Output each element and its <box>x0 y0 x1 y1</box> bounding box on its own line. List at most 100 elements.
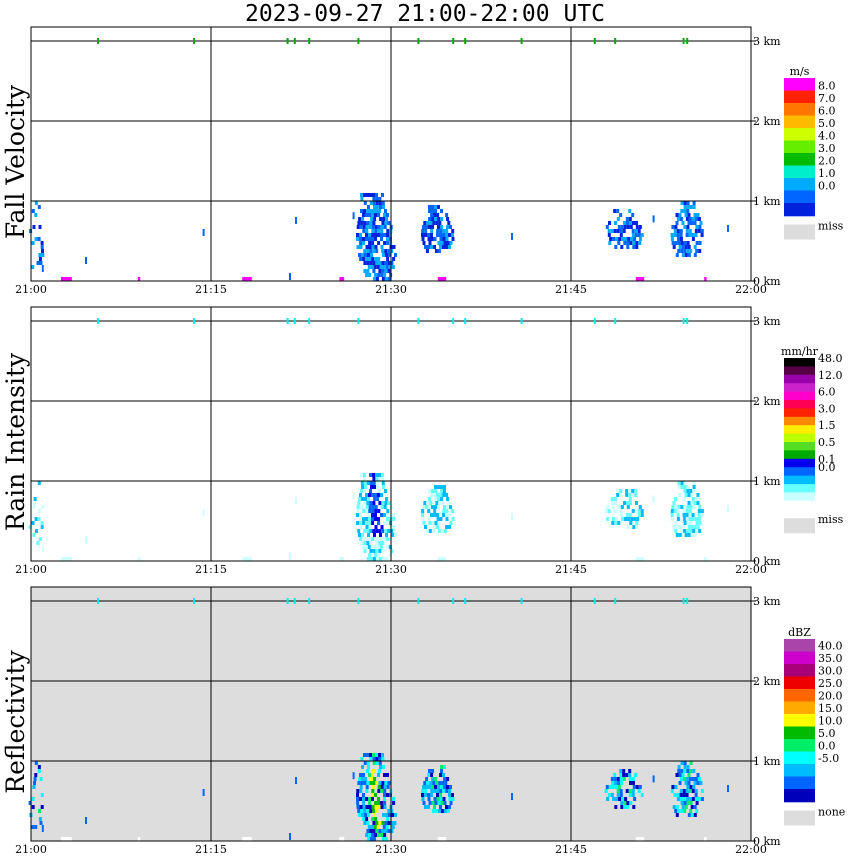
echo-pixel <box>379 545 383 549</box>
echo-pixel <box>622 777 626 781</box>
echo-pixel <box>385 497 389 501</box>
echo-pixel <box>431 809 435 813</box>
echo-pixel <box>688 509 692 513</box>
echo-pixel <box>377 229 381 233</box>
legend-swatch <box>784 751 815 765</box>
echo-pixel <box>686 489 690 493</box>
echo-pixel <box>683 249 687 253</box>
echo-pixel <box>359 517 362 521</box>
echo-pixel <box>674 505 678 509</box>
echo-pixel <box>388 265 392 269</box>
cloud-top-marker <box>97 38 99 44</box>
echo-pixel <box>365 213 368 217</box>
echo-pixel <box>698 249 702 253</box>
echo-pixel <box>677 765 681 769</box>
echo-pixel <box>392 517 395 521</box>
echo-pixel <box>670 789 674 793</box>
echo-pixel <box>445 525 448 529</box>
echo-pixel <box>635 241 639 245</box>
echo-pixel <box>634 489 638 493</box>
echo-pixel <box>428 241 432 245</box>
echo-pixel <box>633 517 637 521</box>
legend-swatch <box>784 701 815 715</box>
x-tick-label: 21:00 <box>15 843 47 856</box>
echo-pixel <box>638 785 642 789</box>
echo-pixel <box>289 833 291 840</box>
echo-pixel <box>380 505 384 509</box>
echo-pixel <box>428 785 431 789</box>
echo-pixel <box>369 481 373 485</box>
echo-pixel <box>33 777 37 781</box>
echo-pixel <box>608 221 611 225</box>
echo-pixel <box>380 245 384 249</box>
echo-pixel <box>692 201 696 205</box>
echo-pixel <box>386 517 389 521</box>
echo-pixel <box>421 509 425 513</box>
echo-pixel <box>372 829 376 833</box>
echo-pixel <box>684 213 688 217</box>
echo-pixel <box>41 505 45 509</box>
echo-pixel <box>374 833 378 837</box>
surface-bin <box>137 837 141 841</box>
echo-pixel <box>358 497 362 501</box>
echo-pixel <box>363 193 366 197</box>
echo-pixel <box>437 809 441 813</box>
echo-pixel <box>439 797 443 801</box>
echo-pixel <box>691 789 695 793</box>
echo-pixel <box>608 785 612 789</box>
echo-pixel <box>365 273 369 277</box>
echo-pixel <box>375 781 379 785</box>
echo-pixel <box>611 521 615 525</box>
echo-pixel <box>686 521 690 525</box>
echo-pixel <box>377 233 380 237</box>
echo-pixel <box>374 273 378 277</box>
echo-pixel <box>686 485 690 489</box>
echo-pixel <box>443 489 446 493</box>
echo-pixel <box>352 772 355 780</box>
echo-pixel <box>371 237 374 241</box>
legend-swatch <box>784 651 815 665</box>
echo-pixel <box>635 521 639 525</box>
echo-pixel <box>378 477 382 481</box>
echo-pixel <box>688 777 692 781</box>
echo-pixel <box>695 809 699 813</box>
echo-pixel <box>688 797 692 801</box>
echo-pixel <box>85 257 87 264</box>
echo-pixel <box>34 773 38 777</box>
echo-pixel <box>616 789 620 793</box>
echo-pixel <box>440 809 444 813</box>
echo-pixel <box>443 801 447 805</box>
echo-pixel <box>678 533 682 537</box>
echo-pixel <box>425 777 429 781</box>
echo-pixel <box>391 825 395 829</box>
echo-pixel <box>612 797 616 801</box>
y-tick-label: 2 km <box>753 675 781 688</box>
echo-pixel <box>392 245 396 249</box>
echo-pixel <box>364 777 368 781</box>
echo-pixel <box>430 793 433 797</box>
echo-pixel <box>694 789 698 793</box>
echo-pixel <box>360 197 364 201</box>
echo-pixel <box>360 193 363 197</box>
echo-pixel <box>383 797 386 801</box>
echo-pixel <box>445 517 449 521</box>
echo-pixel <box>619 513 623 517</box>
echo-pixel <box>697 513 701 517</box>
echo-pixel <box>381 557 385 561</box>
echo-pixel <box>371 505 375 509</box>
echo-pixel <box>374 493 377 497</box>
echo-pixel <box>445 493 449 497</box>
echo-pixel <box>687 525 691 529</box>
echo-pixel <box>614 785 618 789</box>
echo-pixel <box>378 209 381 213</box>
echo-pixel <box>34 825 38 829</box>
echo-pixel <box>356 509 360 513</box>
legend-label: 8.0 <box>818 80 836 93</box>
echo-pixel <box>378 769 381 773</box>
echo-pixel <box>439 793 442 797</box>
echo-pixel <box>617 785 621 789</box>
echo-pixel <box>357 809 361 813</box>
echo-pixel <box>383 225 387 229</box>
echo-pixel <box>685 229 689 233</box>
